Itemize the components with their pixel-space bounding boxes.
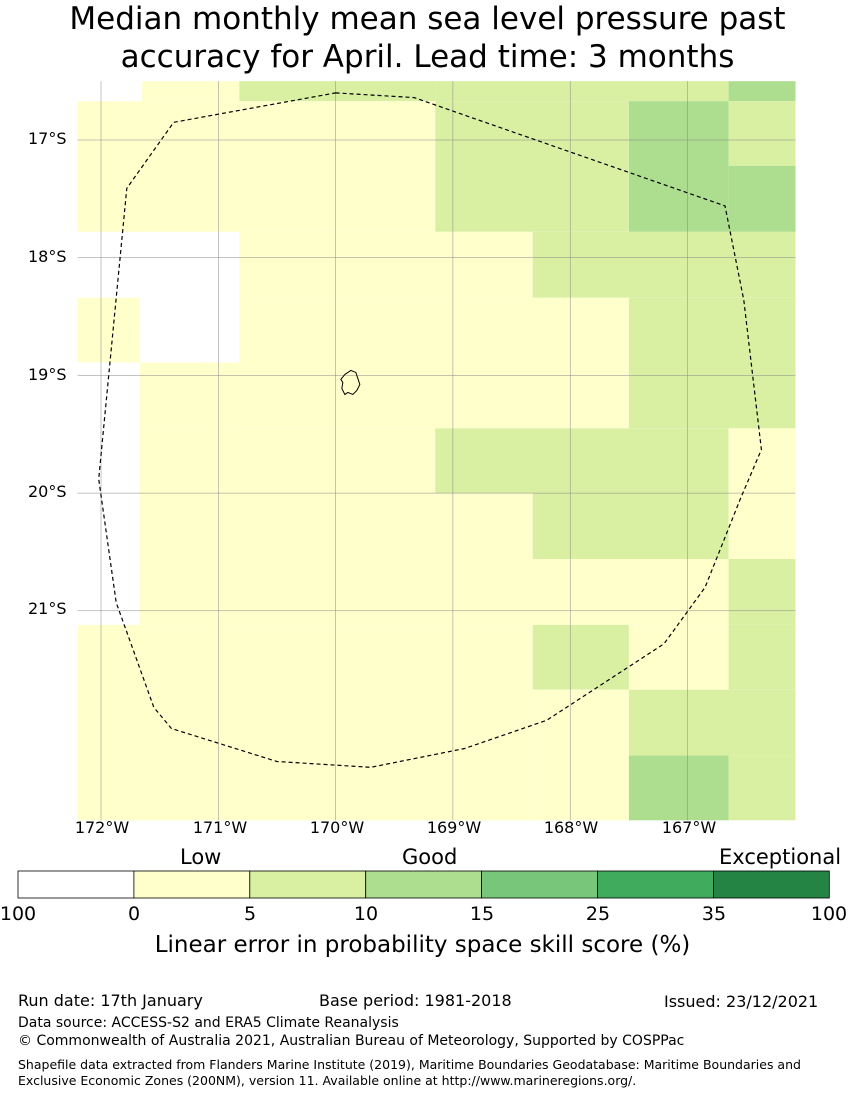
colorbar-segment (133, 870, 251, 899)
shapefile-credit: Shapefile data extracted from Flanders M… (18, 1057, 801, 1088)
skill-cell (239, 231, 533, 298)
category-exceptional: Exceptional (719, 845, 842, 869)
lon-label-169w: 169°W (426, 818, 482, 837)
colorbar-segment (17, 870, 135, 899)
skill-cell (728, 81, 796, 102)
lat-label-19s: 19°S (28, 365, 67, 384)
skill-cell (139, 428, 436, 494)
skill-cell (532, 493, 729, 559)
skill-cell (139, 559, 729, 625)
skill-cell (728, 165, 796, 232)
colorbar (17, 870, 830, 899)
colorbar-tick: 15 (469, 903, 495, 925)
colorbar-tick: 100 (810, 903, 848, 925)
skill-cell (435, 101, 629, 232)
skill-cell (728, 624, 796, 690)
title-line-2: accuracy for April. Lead time: 3 months (120, 39, 735, 75)
colorbar-tick: 100 (0, 903, 37, 925)
skill-cell (532, 231, 796, 298)
lon-label-167w: 167°W (661, 818, 717, 837)
skill-cell (77, 101, 436, 232)
colorbar-title: Linear error in probability space skill … (154, 932, 691, 958)
lat-label-17s: 17°S (28, 129, 67, 148)
lon-label-170w: 170°W (309, 818, 365, 837)
category-good: Good (402, 845, 458, 869)
graticule (77, 81, 796, 821)
skill-cell (532, 689, 629, 821)
colorbar-tick: 0 (127, 903, 141, 925)
issued-date: Issued: 23/12/2021 (664, 992, 819, 1011)
skill-cell (728, 559, 796, 625)
skill-cell (628, 297, 796, 429)
skill-cell (239, 297, 629, 429)
colorbar-segment (365, 870, 483, 899)
run-date: Run date: 17th January (18, 991, 203, 1010)
skill-cell (728, 428, 796, 559)
data-source: Data source: ACCESS-S2 and ERA5 Climate … (18, 1015, 399, 1031)
skill-grid (77, 81, 796, 821)
colorbar-tick: 35 (701, 903, 727, 925)
island-outline (340, 369, 361, 396)
skill-cell (728, 755, 796, 821)
colorbar-segment (481, 870, 598, 899)
lat-label-18s: 18°S (28, 247, 67, 266)
skill-cell (435, 81, 729, 102)
skill-cell (435, 428, 729, 494)
chart-title: Median monthly mean sea level pressure p… (0, 0, 855, 76)
lon-label-172w: 172°W (74, 818, 130, 837)
colorbar-segment (597, 870, 714, 899)
lat-label-21s: 21°S (28, 599, 67, 618)
base-period: Base period: 1981-2018 (319, 991, 512, 1010)
skill-cell (728, 101, 796, 166)
skill-cell (628, 101, 729, 232)
lon-label-171w: 171°W (192, 818, 248, 837)
skill-cell (628, 689, 796, 756)
skill-cell (77, 297, 140, 363)
title-line-1: Median monthly mean sea level pressure p… (69, 1, 786, 37)
colorbar-segment (249, 870, 367, 899)
eez-boundary (98, 92, 763, 768)
skill-cell (628, 755, 729, 821)
skill-cell (142, 81, 240, 102)
colorbar-tick: 5 (243, 903, 257, 925)
lat-label-20s: 20°S (28, 482, 67, 501)
category-low: Low (180, 845, 222, 869)
skill-cell (628, 624, 729, 690)
colorbar-segment (713, 870, 830, 899)
lon-label-168w: 168°W (543, 818, 599, 837)
skill-cell (532, 624, 629, 690)
colorbar-tick: 25 (585, 903, 611, 925)
skill-cell (142, 231, 240, 298)
skill-cell (139, 362, 240, 429)
skill-cell (77, 624, 533, 821)
skill-cell (139, 493, 533, 559)
colorbar-tick: 10 (353, 903, 379, 925)
copyright: © Commonwealth of Australia 2021, Austra… (18, 1033, 685, 1049)
skill-cell (239, 81, 436, 102)
